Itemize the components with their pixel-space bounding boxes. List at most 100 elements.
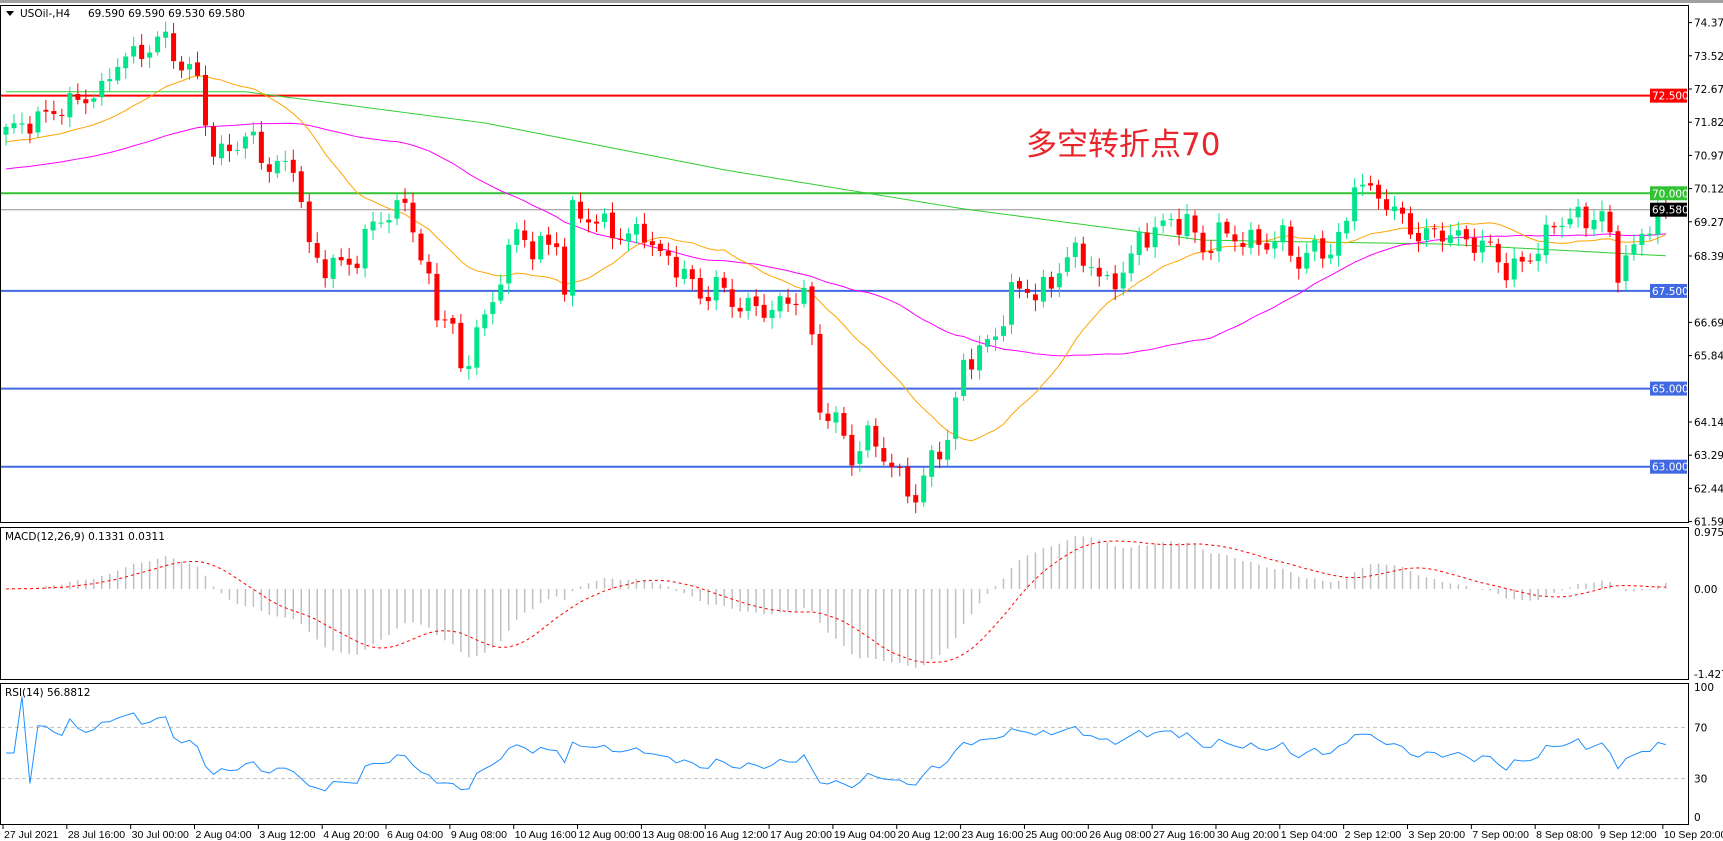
candle-body: [657, 243, 663, 251]
candle-body: [474, 327, 480, 368]
time-tick-label: 23 Aug 16:00: [962, 829, 1024, 841]
rsi-label: RSI(14) 56.8812: [5, 687, 90, 699]
candle-body: [921, 475, 927, 503]
candle-body: [1080, 243, 1086, 266]
candle-body: [1056, 273, 1062, 288]
candle-body: [617, 238, 623, 240]
candle-body: [506, 244, 512, 284]
time-tick-label: 9 Aug 08:00: [451, 829, 507, 841]
rsi-tick-label: 70: [1694, 722, 1707, 734]
candle-body: [1495, 243, 1501, 263]
candle-body: [354, 263, 360, 268]
rsi-panel[interactable]: [0, 683, 1689, 825]
candle-body: [163, 31, 169, 38]
candle-body: [394, 200, 400, 219]
current-price-tag: 69.580: [1652, 205, 1689, 217]
candle-body: [1439, 230, 1445, 242]
level-price-tag: 63.000: [1652, 462, 1689, 474]
candle-body: [1511, 258, 1517, 280]
candle-body: [67, 93, 73, 118]
candle-body: [1503, 263, 1509, 281]
candle-body: [705, 296, 711, 302]
time-tick-label: 10 Sep 20:00: [1664, 829, 1723, 841]
price-tick-label: 72.670: [1694, 84, 1723, 96]
candle-body: [27, 123, 33, 134]
candle-body: [1336, 231, 1342, 256]
candle-body: [1032, 294, 1038, 301]
level-price-tag-bg: [1650, 88, 1687, 103]
candle-body: [426, 261, 432, 274]
candle-body: [1176, 218, 1182, 235]
level-price-tag-bg: [1650, 381, 1687, 396]
candle-body: [203, 74, 208, 126]
candle-body: [330, 257, 336, 279]
candle-body: [1064, 257, 1070, 272]
candle-body: [234, 149, 240, 151]
candle-body: [1479, 240, 1485, 253]
candle-body: [1224, 221, 1230, 234]
candle-body: [490, 302, 496, 314]
candle-body: [745, 297, 751, 311]
candle-body: [51, 111, 57, 115]
candle-body: [1599, 211, 1605, 222]
horizontal-levels: [1, 94, 1688, 468]
candle-body: [43, 109, 49, 112]
macd-tick-label: 0.00: [1694, 584, 1717, 596]
candle-body: [649, 241, 655, 246]
level-price-tag-bg: [1650, 283, 1687, 298]
candle-body: [1048, 276, 1054, 289]
candle-body: [993, 336, 999, 340]
time-tick-label: 27 Aug 16:00: [1153, 829, 1215, 841]
candle-body: [1312, 239, 1318, 252]
time-tick-label: 3 Aug 12:00: [259, 829, 315, 841]
candle-body: [434, 273, 440, 321]
candle-body: [1184, 214, 1190, 237]
candle-body: [1288, 226, 1294, 256]
candle-body: [306, 201, 312, 243]
candle-body: [594, 221, 600, 224]
dropdown-triangle-icon[interactable]: [6, 11, 14, 16]
price-tick-label: 70.120: [1694, 184, 1723, 196]
candle-body: [1008, 282, 1014, 325]
candle-body: [1152, 227, 1158, 248]
candle-body: [1607, 211, 1613, 233]
candle-body: [1208, 251, 1214, 253]
candle-body: [450, 318, 456, 324]
candle-body: [889, 462, 895, 468]
price-tick-label: 63.295: [1694, 450, 1723, 462]
candle-body: [681, 268, 687, 280]
candle-body: [865, 425, 871, 451]
time-tick-label: 2 Sep 12:00: [1345, 829, 1402, 841]
time-tick-label: 9 Sep 12:00: [1600, 829, 1657, 841]
candle-body: [1647, 233, 1653, 236]
candle-body: [290, 159, 296, 173]
candle-body: [1392, 206, 1398, 212]
candle-body: [298, 171, 304, 203]
candle-body: [3, 126, 9, 135]
candle-body: [1559, 225, 1565, 228]
candle-body: [1024, 288, 1030, 293]
price-tick-label: 70.970: [1694, 150, 1723, 162]
candle-body: [1447, 235, 1453, 243]
time-tick-label: 30 Jul 00:00: [132, 829, 189, 841]
candle-body: [1463, 229, 1469, 240]
candle-body: [1016, 280, 1022, 289]
level-price-tag: 70.000: [1652, 188, 1689, 200]
candle-body: [673, 256, 679, 278]
candle-body: [1431, 228, 1437, 230]
candle-body: [1591, 219, 1597, 230]
candle-body: [793, 303, 799, 306]
candle-body: [857, 451, 863, 464]
chart-annotation: 多空转折点70: [1026, 127, 1220, 163]
candle-body: [107, 79, 113, 82]
candle-body: [833, 412, 839, 423]
main-price-panel[interactable]: [0, 5, 1689, 523]
price-tick-label: 65.845: [1694, 351, 1723, 363]
candle-body: [1583, 206, 1589, 229]
candle-body: [378, 222, 384, 224]
candle-body: [179, 61, 185, 71]
candle-body: [753, 296, 759, 307]
candle-body: [1040, 276, 1046, 302]
candle-body: [641, 223, 647, 243]
